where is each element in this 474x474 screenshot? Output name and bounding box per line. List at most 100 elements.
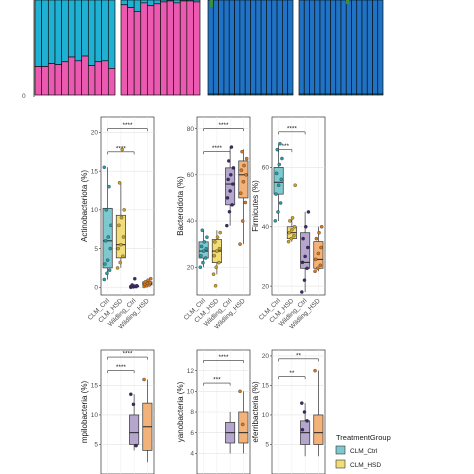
data-point (135, 283, 139, 288)
y-tick-label: 10 (91, 207, 99, 214)
data-point (292, 225, 297, 229)
stacked-bar-lower (127, 7, 135, 96)
y-tick-label: 15 (91, 168, 99, 175)
data-point (314, 236, 319, 241)
stacked-bar-upper (366, 0, 373, 95)
data-point (202, 240, 207, 244)
stacked-bar-lower (303, 93, 310, 96)
stacked-bar-lower (223, 93, 230, 96)
y-tick-label: 60 (187, 172, 195, 179)
data-point (292, 233, 296, 238)
data-point (313, 257, 318, 262)
stacked-bar-lower (324, 93, 331, 96)
data-point (300, 427, 305, 432)
data-point (203, 256, 208, 260)
stacked-bar-lower (47, 63, 56, 96)
data-point (103, 239, 108, 243)
data-point (287, 230, 291, 235)
data-point (117, 181, 122, 185)
stacked-bar-lower (166, 0, 175, 96)
data-point (280, 156, 284, 161)
legend: TreatmentGroup CLM_Ctrl CLM_HSD (335, 433, 391, 469)
panel-frame (271, 349, 326, 474)
y-tick-label: 4 (190, 451, 194, 458)
stacked-bar-lower (309, 93, 316, 96)
data-point (288, 219, 292, 223)
stacked-bar-lower (260, 93, 267, 96)
stacked-bar-upper (372, 0, 379, 95)
stacked-bar-upper (287, 0, 294, 95)
data-point (218, 230, 222, 235)
stacked-bar-upper (319, 0, 326, 95)
data-point (277, 162, 282, 167)
box (115, 214, 126, 259)
y-axis-label: Bacteroidota (%) (176, 176, 185, 236)
data-point (199, 253, 203, 258)
stacked-bar-upper (309, 0, 316, 95)
data-point (201, 249, 206, 253)
data-point (198, 265, 203, 270)
sig-label: *** (281, 143, 289, 150)
stacked-bar-lower (61, 61, 69, 96)
data-point (319, 225, 324, 229)
box (238, 160, 249, 199)
stacked-bar-upper (218, 0, 225, 95)
data-point (301, 236, 305, 241)
data-point (217, 260, 221, 265)
data-point (131, 402, 136, 407)
data-point (107, 268, 112, 272)
data-point (241, 179, 246, 184)
data-point (305, 266, 309, 271)
stacked-bar-accent (210, 0, 213, 7)
data-point (215, 235, 220, 239)
stacked-bar-lower (120, 4, 128, 96)
data-point (302, 410, 307, 414)
data-point (116, 246, 120, 251)
top-panel-tick-0: 0 (22, 93, 26, 100)
data-point (244, 173, 248, 177)
data-point (240, 219, 245, 223)
stacked-bar-upper (54, 0, 63, 65)
data-point (316, 251, 321, 256)
stacked-bar-panel: 0 (22, 0, 384, 100)
stacked-bar-upper (255, 0, 262, 95)
stacked-bar-lower (81, 55, 89, 96)
data-point (148, 276, 153, 281)
data-point (317, 230, 321, 235)
legend-title: TreatmentGroup (336, 433, 391, 442)
data-point (239, 168, 244, 172)
y-axis-label: Actinobacteriota (%) (80, 170, 89, 242)
data-point (119, 215, 124, 220)
data-point (212, 253, 216, 258)
stacked-bar-lower (266, 93, 273, 96)
sig-label: **** (116, 364, 127, 371)
data-point (211, 272, 216, 276)
data-point (273, 219, 278, 223)
sig-label: **** (116, 145, 127, 152)
stacked-bar-upper (140, 0, 148, 4)
stacked-bar-upper (351, 0, 358, 95)
legend-label-clm-ctrl: CLM_Ctrl (350, 448, 378, 455)
stacked-bar-lower (67, 56, 76, 96)
stacked-bar-lower (282, 93, 289, 96)
stacked-bar-upper (361, 0, 368, 95)
y-tick-label: 20 (187, 264, 195, 271)
data-point (129, 392, 133, 397)
stacked-bar-upper (74, 0, 83, 62)
data-point (279, 177, 284, 182)
box (225, 167, 236, 206)
data-point (105, 258, 110, 262)
data-point (205, 235, 209, 239)
data-point (119, 242, 123, 247)
y-axis-label: mpilobacteria (%) (80, 381, 89, 444)
data-point (122, 208, 126, 212)
data-point (300, 290, 304, 294)
stacked-bar-upper (345, 0, 352, 95)
y-tick-label: 15 (262, 383, 270, 390)
stacked-bar-lower (107, 68, 116, 96)
data-point (107, 184, 111, 189)
stacked-bar-upper (324, 0, 331, 95)
stacked-bar-upper (153, 0, 161, 5)
data-point (118, 260, 122, 265)
